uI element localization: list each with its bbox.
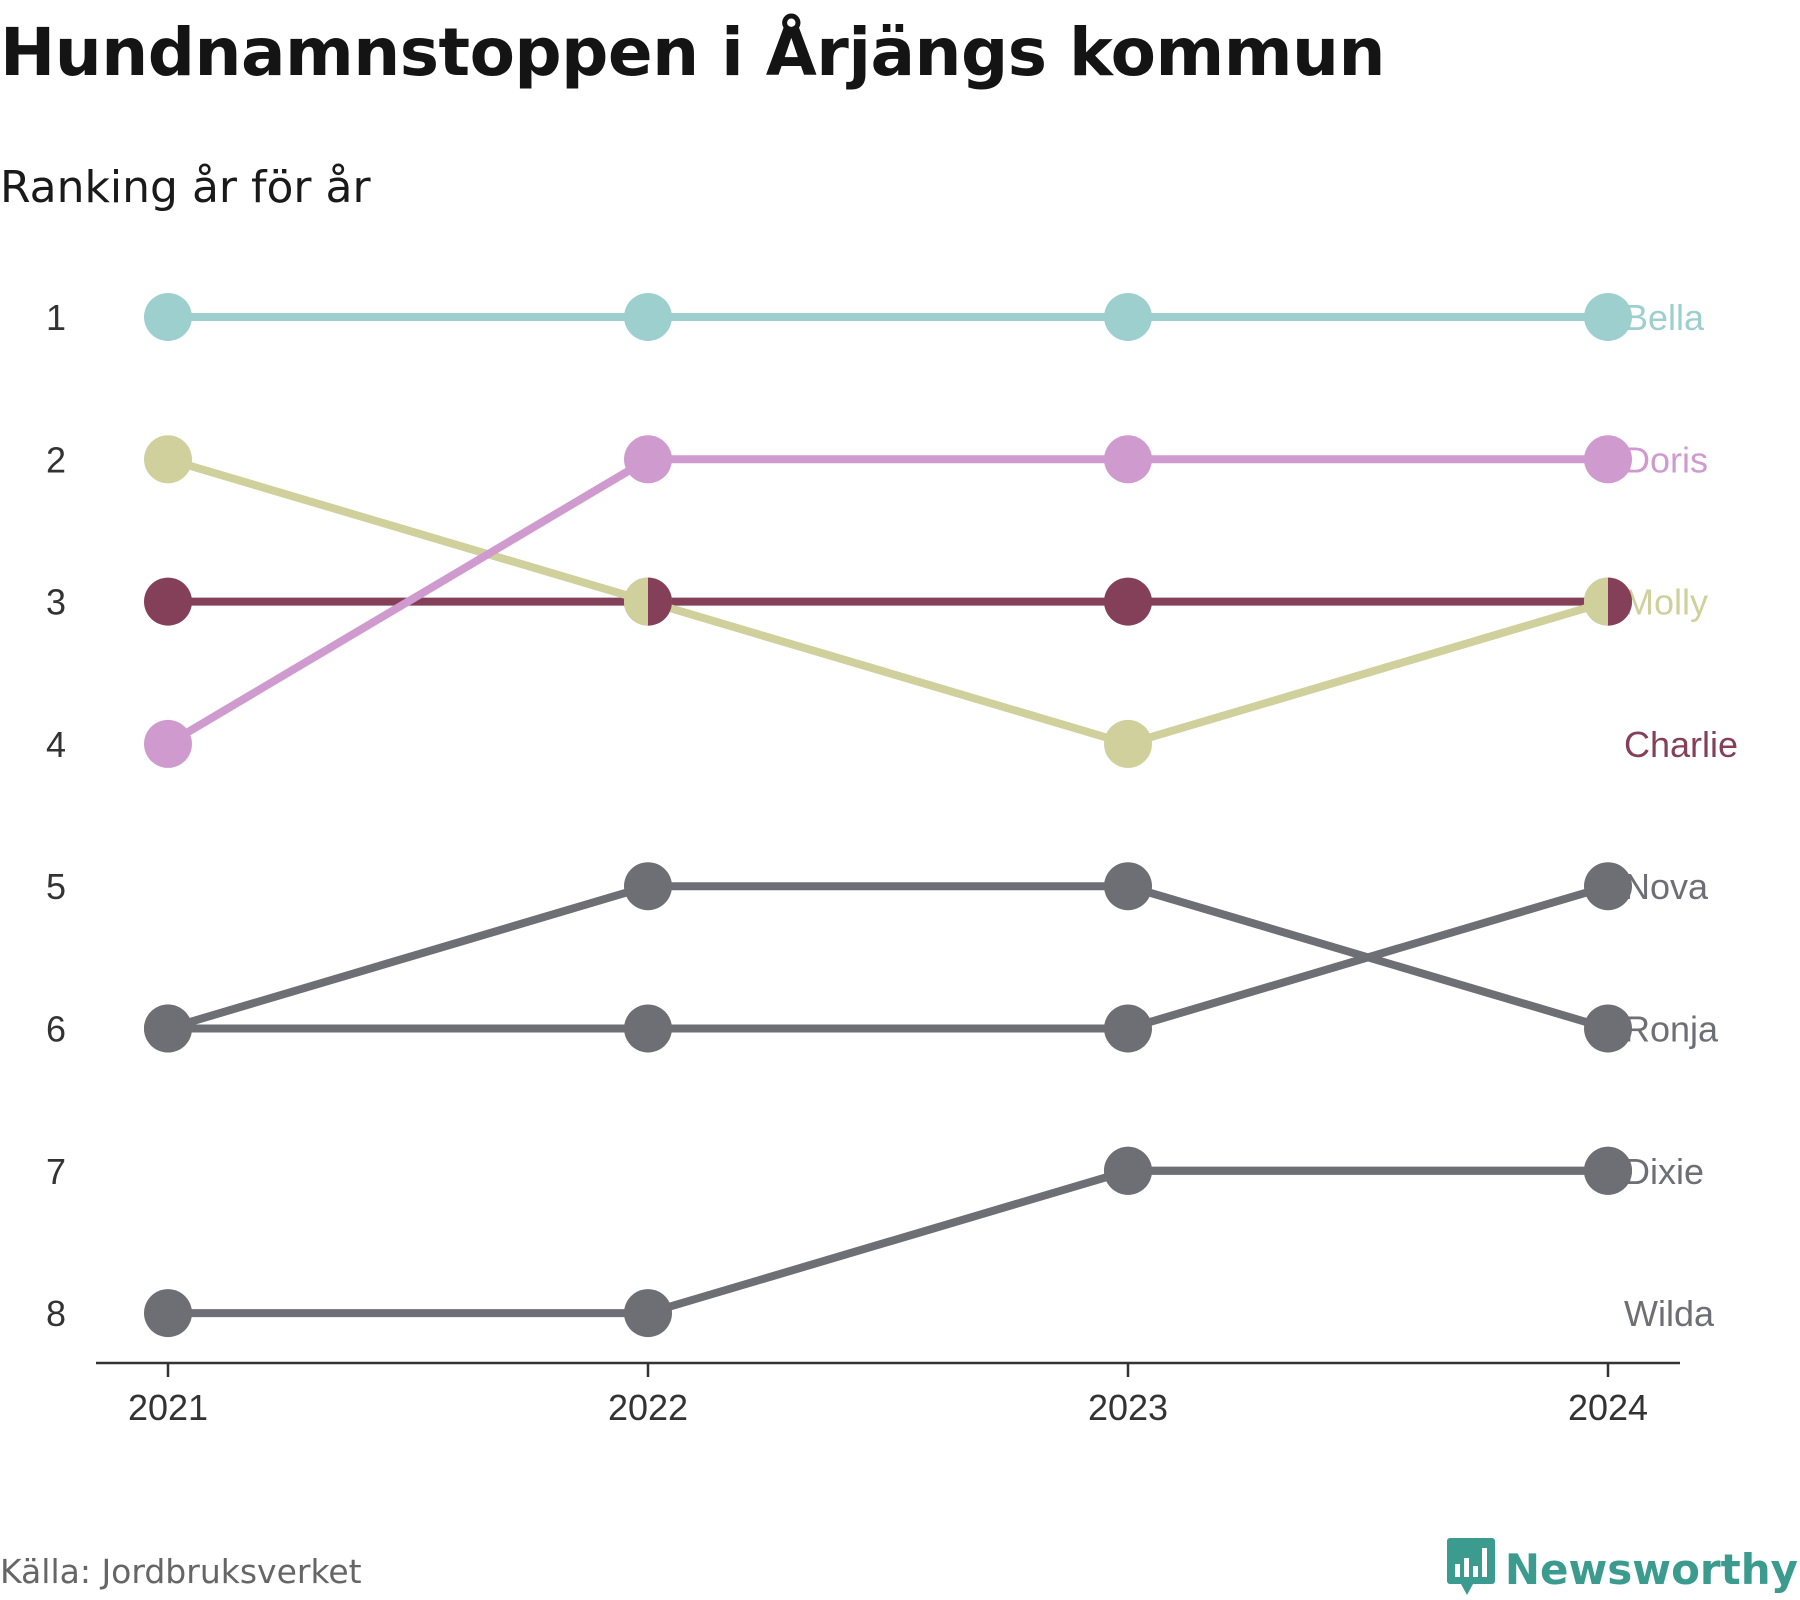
series-line-segment — [644, 597, 1132, 748]
series-line-segment — [164, 455, 652, 748]
split-point-left-half — [1584, 577, 1608, 626]
series-doris: Doris — [144, 435, 1708, 768]
series-line-segment — [164, 455, 652, 606]
y-tick-label: 7 — [46, 1151, 66, 1192]
data-point — [144, 435, 192, 484]
data-point — [1104, 1004, 1152, 1053]
series-dixie: Dixie — [1104, 1146, 1704, 1195]
split-point-right-half — [648, 577, 672, 626]
series-charlie: Charlie — [144, 577, 1738, 765]
data-point — [624, 862, 672, 911]
x-tick-label: 2023 — [1088, 1387, 1168, 1428]
y-tick-label: 6 — [46, 1009, 66, 1050]
y-tick-label: 2 — [46, 439, 66, 480]
series-end-label: Wilda — [1624, 1293, 1715, 1334]
series-line-segment — [1124, 882, 1612, 1033]
y-tick-label: 4 — [46, 724, 66, 765]
data-point — [624, 1289, 672, 1338]
series-wilda: Wilda — [144, 1146, 1715, 1338]
data-point — [1104, 719, 1152, 768]
split-point-right-half — [1608, 577, 1632, 626]
data-point — [1584, 862, 1632, 911]
series-line-segment — [1124, 597, 1612, 748]
data-point — [144, 293, 192, 341]
series-end-label: Ronja — [1624, 1009, 1719, 1050]
series-ronja: Ronja — [144, 862, 1719, 1053]
data-point — [624, 435, 672, 484]
split-point-left-half — [624, 577, 648, 626]
chart-subtitle: Ranking år för år — [0, 162, 371, 213]
series-bella: Bella — [144, 293, 1705, 341]
x-tick-label: 2024 — [1568, 1387, 1648, 1428]
data-point — [624, 293, 672, 341]
series-end-label: Bella — [1624, 297, 1705, 338]
x-tick-label: 2022 — [608, 1387, 688, 1428]
brand-name: Newsworthy — [1504, 1544, 1798, 1594]
series-end-label: Dixie — [1624, 1151, 1704, 1192]
data-point — [144, 1289, 192, 1338]
newsworthy-logo-icon — [1446, 1538, 1495, 1600]
data-point — [1584, 1004, 1632, 1053]
series-nova: Nova — [144, 862, 1709, 1053]
x-tick-label: 2021 — [128, 1387, 208, 1428]
data-point — [1584, 293, 1632, 341]
data-point — [144, 577, 192, 626]
y-tick-label: 3 — [46, 582, 66, 623]
series-end-label: Charlie — [1624, 724, 1738, 765]
data-point — [1584, 435, 1632, 484]
y-tick-label: 8 — [46, 1293, 66, 1334]
data-point — [1104, 293, 1152, 341]
data-point — [144, 719, 192, 768]
y-tick-label: 1 — [46, 297, 66, 338]
data-point — [1104, 862, 1152, 911]
data-point — [1104, 577, 1152, 626]
source-note: Källa: Jordbruksverket — [0, 1552, 362, 1591]
series-line-segment — [164, 882, 652, 1033]
series-line-segment — [644, 1166, 1132, 1318]
data-point — [624, 1004, 672, 1053]
series-end-label: Molly — [1624, 582, 1708, 623]
y-tick-label: 5 — [46, 866, 66, 907]
data-point — [1104, 435, 1152, 484]
chart-title: Hundnamnstoppen i Årjängs kommun — [0, 14, 1386, 91]
brand-logo: Newsworthy — [1446, 1538, 1798, 1600]
series-end-label: Nova — [1624, 866, 1709, 907]
series-end-label: Doris — [1624, 439, 1708, 480]
data-point — [1584, 1146, 1632, 1195]
data-point — [144, 1004, 192, 1053]
data-point — [1104, 1146, 1152, 1195]
